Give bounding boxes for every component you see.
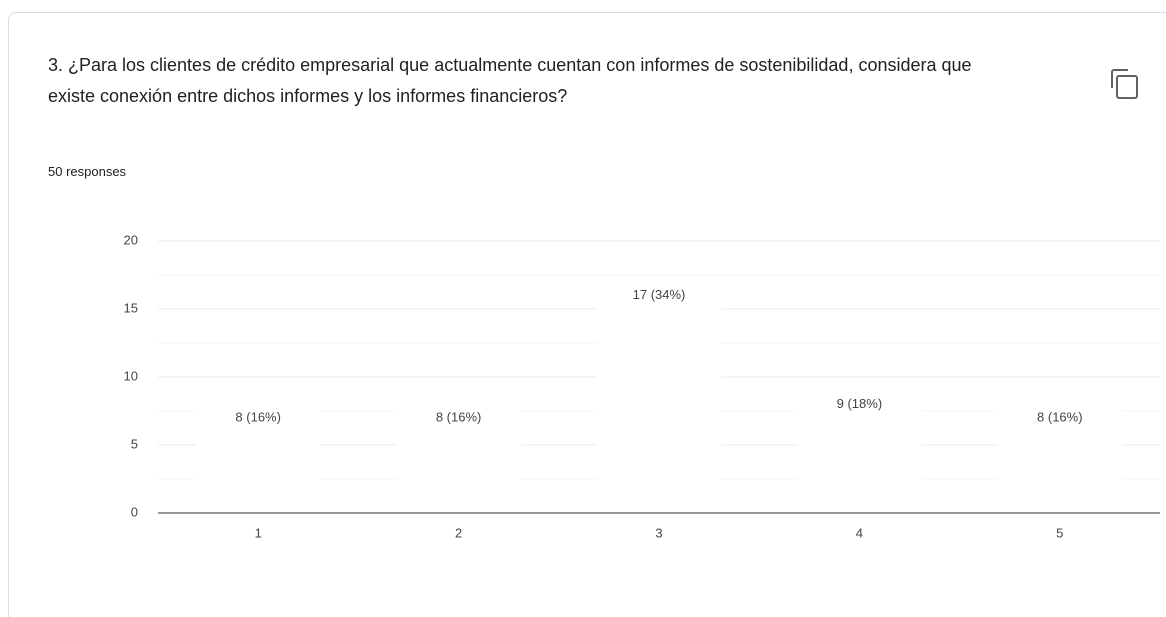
copy-icon[interactable]: [1111, 69, 1138, 99]
card: [8, 12, 1166, 617]
y-tick-label: 5: [131, 436, 138, 451]
y-tick-label: 15: [124, 300, 138, 315]
data-label: 17 (34%): [633, 287, 686, 302]
response-count: 50 responses: [48, 164, 127, 179]
x-tick-label: 5: [1056, 525, 1063, 540]
bar: [797, 390, 922, 513]
bar: [396, 404, 521, 513]
x-tick-label: 3: [655, 525, 662, 540]
data-label: 9 (18%): [837, 396, 883, 411]
y-tick-label: 10: [124, 368, 138, 383]
question-title: 3. ¿Para los clientes de crédito empresa…: [48, 55, 972, 106]
data-label: 8 (16%): [1037, 410, 1083, 425]
data-label: 8 (16%): [235, 410, 281, 425]
data-label: 8 (16%): [436, 410, 482, 425]
x-tick-label: 2: [455, 525, 462, 540]
bar: [997, 404, 1122, 513]
x-tick-label: 4: [856, 525, 863, 540]
y-tick-label: 20: [124, 232, 138, 247]
x-tick-label: 1: [255, 525, 262, 540]
bar: [196, 404, 321, 513]
y-tick-label: 0: [131, 504, 138, 519]
bar: [596, 281, 722, 513]
